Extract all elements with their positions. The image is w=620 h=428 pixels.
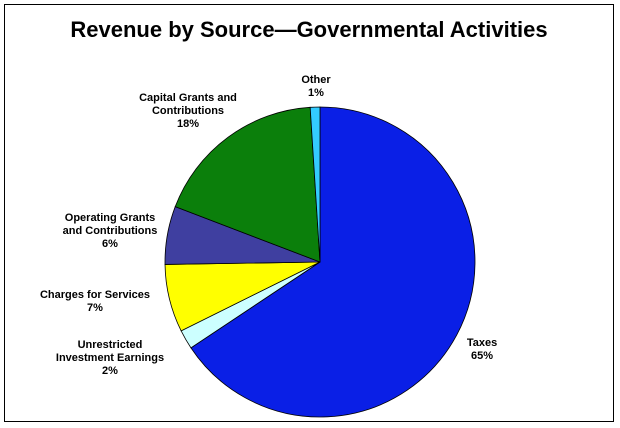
slice-label-1: Taxes 65%	[467, 337, 497, 362]
pie-slice-5	[174, 106, 321, 263]
pie-slice-6	[309, 106, 321, 263]
pie-slice-1	[190, 106, 476, 418]
chart-title: Revenue by Source—Governmental Activitie…	[70, 17, 548, 42]
slice-label-4: Operating Grants and Contributions 6%	[63, 212, 158, 250]
slice-label-5: Capital Grants and Contributions 18%	[139, 92, 237, 130]
slice-label-6: Other 1%	[301, 74, 331, 99]
slice-label-3: Charges for Services 7%	[40, 289, 150, 314]
slice-label-2: Unrestricted Investment Earnings 2%	[56, 339, 164, 377]
